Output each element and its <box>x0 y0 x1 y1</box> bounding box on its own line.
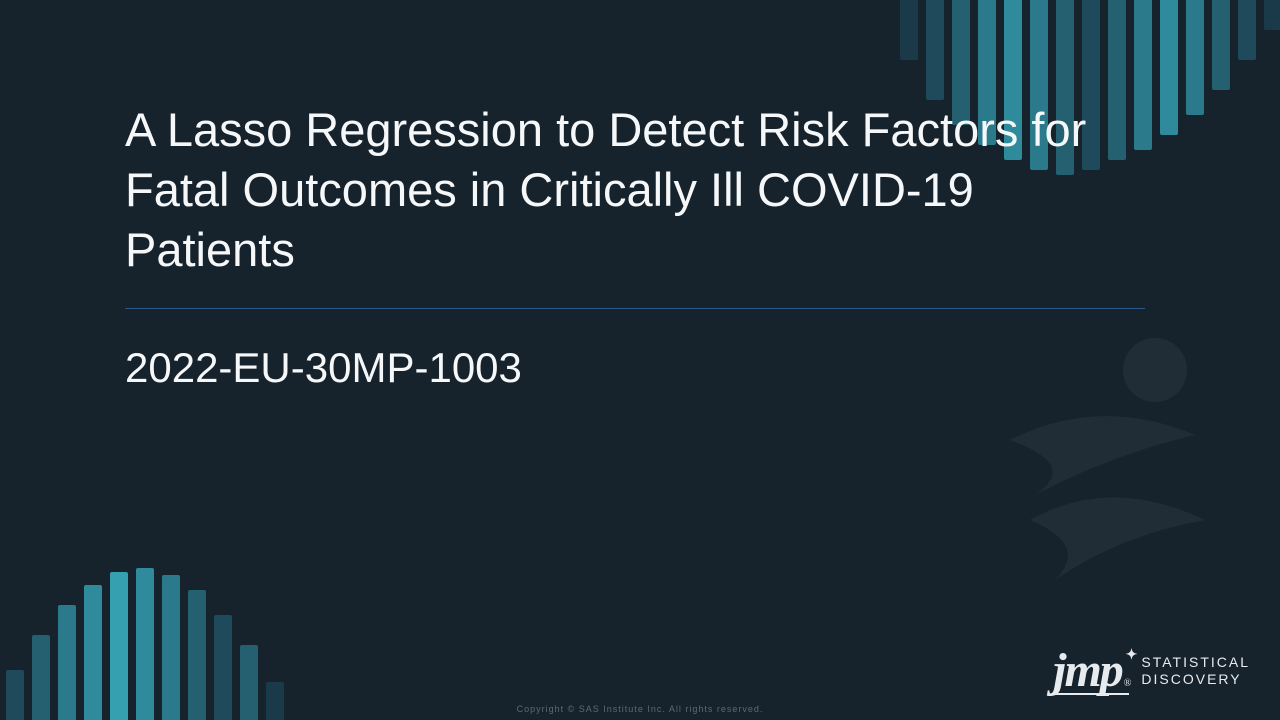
decorative-bar <box>214 615 232 720</box>
brand-logo: jmp✦® STATISTICAL DISCOVERY <box>1053 643 1250 698</box>
title-divider <box>125 308 1145 309</box>
decorative-bar <box>1160 0 1178 135</box>
decorative-bar <box>32 635 50 720</box>
decorative-bar <box>1238 0 1256 60</box>
presentation-slide: A Lasso Regression to Detect Risk Factor… <box>0 0 1280 720</box>
brand-tagline: STATISTICAL DISCOVERY <box>1141 654 1250 688</box>
decorative-bar <box>1264 0 1280 30</box>
jmp-wordmark-icon: jmp✦® <box>1053 643 1129 698</box>
decorative-bar <box>58 605 76 720</box>
tagline-line-2: DISCOVERY <box>1141 671 1250 688</box>
slide-content: A Lasso Regression to Detect Risk Factor… <box>125 100 1145 392</box>
decorative-bars-bottom-left <box>0 520 340 720</box>
decorative-bar <box>240 645 258 720</box>
slide-title: A Lasso Regression to Detect Risk Factor… <box>125 100 1145 280</box>
tagline-line-1: STATISTICAL <box>1141 654 1250 671</box>
decorative-bar <box>84 585 102 720</box>
decorative-bar <box>1212 0 1230 90</box>
decorative-bar <box>6 670 24 720</box>
decorative-bar <box>136 568 154 720</box>
copyright-text: Copyright © SAS Institute Inc. All right… <box>517 704 764 714</box>
decorative-bar <box>926 0 944 100</box>
decorative-bar <box>110 572 128 720</box>
decorative-bar <box>266 682 284 720</box>
slide-subtitle: 2022-EU-30MP-1003 <box>125 344 1145 392</box>
decorative-bar <box>188 590 206 720</box>
decorative-bar <box>900 0 918 60</box>
jmp-wordmark-text: jmp <box>1053 644 1122 697</box>
decorative-bar <box>162 575 180 720</box>
decorative-bar <box>1186 0 1204 115</box>
